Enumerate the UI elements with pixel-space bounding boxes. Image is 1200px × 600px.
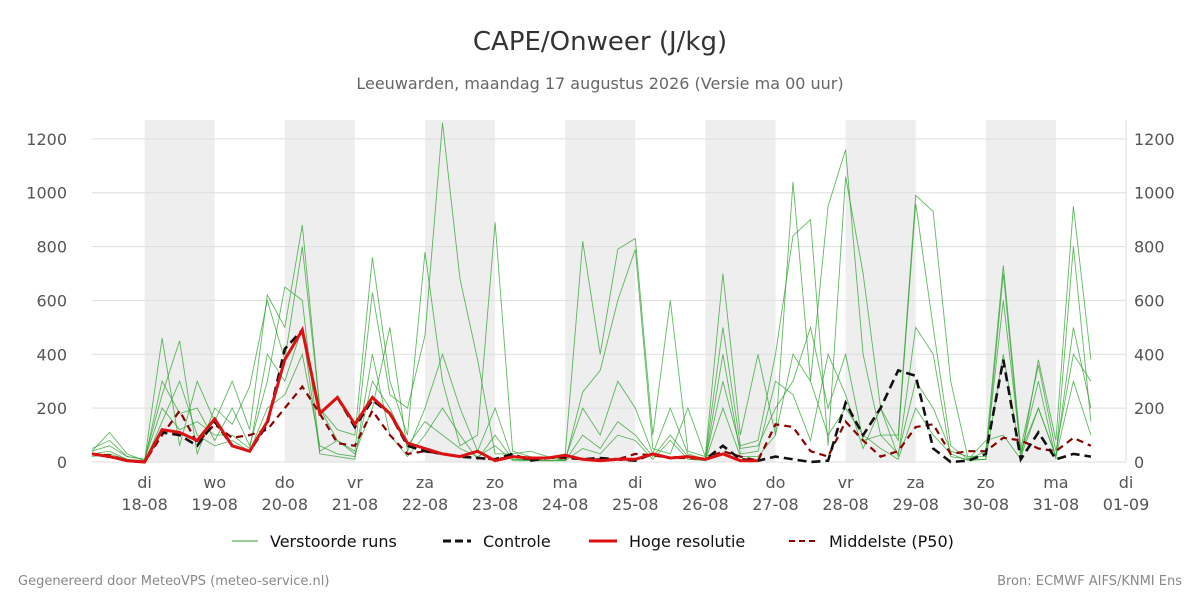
y-tick-right-1200: 1200 <box>1134 130 1175 149</box>
x-tick-day-7: di <box>628 473 643 492</box>
ensemble-line-0 <box>91 149 1092 462</box>
ensemble-lines <box>91 122 1092 463</box>
ensemble-line-1 <box>91 122 1092 462</box>
x-tick-date-14: 01-09 <box>1103 495 1150 514</box>
legend-label-median: Middelste (P50) <box>829 532 954 551</box>
y-tick-right-400: 400 <box>1134 345 1165 364</box>
x-tick-date-10: 28-08 <box>822 495 869 514</box>
x-tick-day-8: wo <box>694 473 717 492</box>
y-tick-left-600: 600 <box>36 291 67 310</box>
y-axis-right: 0 200 400 600 800 1000 1200 <box>1134 130 1175 472</box>
night-band-0 <box>144 120 215 462</box>
x-tick-day-14: di <box>1119 473 1134 492</box>
y-tick-left-1000: 1000 <box>26 184 67 203</box>
legend: Verstoorde runs Controle Hoge resolutie … <box>232 532 954 551</box>
x-tick-date-3: 21-08 <box>332 495 379 514</box>
legend-label-ensemble: Verstoorde runs <box>270 532 397 551</box>
x-axis: di 18-08 wo 19-08 do 20-08 vr 21-08 za 22-08 zo 23-… <box>121 473 1149 514</box>
footer-source: Bron: ECMWF AIFS/KNMI Ens <box>997 574 1182 589</box>
x-tick-day-6: ma <box>552 473 577 492</box>
night-band-2 <box>424 120 496 462</box>
x-tick-day-1: wo <box>203 473 226 492</box>
y-tick-left-200: 200 <box>36 399 67 418</box>
x-tick-day-5: zo <box>486 473 504 492</box>
x-tick-day-3: vr <box>347 473 363 492</box>
y-tick-left-1200: 1200 <box>26 130 67 149</box>
night-band-3 <box>565 120 636 462</box>
x-tick-day-11: za <box>907 473 925 492</box>
x-tick-date-12: 30-08 <box>963 495 1010 514</box>
hires-line <box>91 325 758 464</box>
x-tick-date-9: 27-08 <box>752 495 799 514</box>
night-band-6 <box>985 120 1056 462</box>
x-tick-date-2: 20-08 <box>262 495 309 514</box>
chart-subtitle: Leeuwarden, maandag 17 augustus 2026 (Ve… <box>356 74 843 93</box>
x-tick-date-8: 26-08 <box>682 495 729 514</box>
y-tick-right-200: 200 <box>1134 399 1165 418</box>
main-lines <box>91 325 1092 464</box>
x-tick-date-1: 19-08 <box>191 495 238 514</box>
x-tick-day-4: za <box>416 473 434 492</box>
night-band-5 <box>845 120 916 462</box>
ensemble-line-3 <box>91 246 1092 462</box>
x-tick-day-12: zo <box>977 473 995 492</box>
y-tick-right-800: 800 <box>1134 238 1165 257</box>
chart-title: CAPE/Onweer (J/kg) <box>473 27 727 57</box>
x-tick-date-13: 31-08 <box>1033 495 1080 514</box>
x-tick-date-7: 25-08 <box>612 495 659 514</box>
ensemble-line-4 <box>91 352 1092 463</box>
y-tick-left-0: 0 <box>57 453 67 472</box>
x-tick-day-2: do <box>275 473 295 492</box>
legend-label-hires: Hoge resolutie <box>629 532 745 551</box>
x-tick-date-11: 29-08 <box>892 495 939 514</box>
x-tick-day-10: vr <box>838 473 854 492</box>
y-tick-right-1000: 1000 <box>1134 184 1175 203</box>
x-tick-date-5: 23-08 <box>472 495 519 514</box>
x-tick-date-4: 22-08 <box>402 495 449 514</box>
x-tick-day-9: do <box>766 473 786 492</box>
ensemble-line-2 <box>91 286 1092 462</box>
x-tick-date-0: 18-08 <box>121 495 168 514</box>
night-band-4 <box>705 120 776 462</box>
y-tick-left-400: 400 <box>36 345 67 364</box>
x-tick-day-13: ma <box>1043 473 1068 492</box>
x-tick-day-0: di <box>137 473 152 492</box>
y-tick-left-800: 800 <box>36 238 67 257</box>
night-bands <box>144 120 1056 462</box>
footer-generated-by: Gegenereerd door MeteoVPS (meteo-service… <box>18 574 329 589</box>
y-tick-right-0: 0 <box>1134 453 1144 472</box>
x-tick-date-6: 24-08 <box>542 495 589 514</box>
y-axis-left: 0 200 400 600 800 1000 1200 <box>26 130 67 472</box>
legend-label-control: Controle <box>483 532 551 551</box>
y-tick-right-600: 600 <box>1134 291 1165 310</box>
